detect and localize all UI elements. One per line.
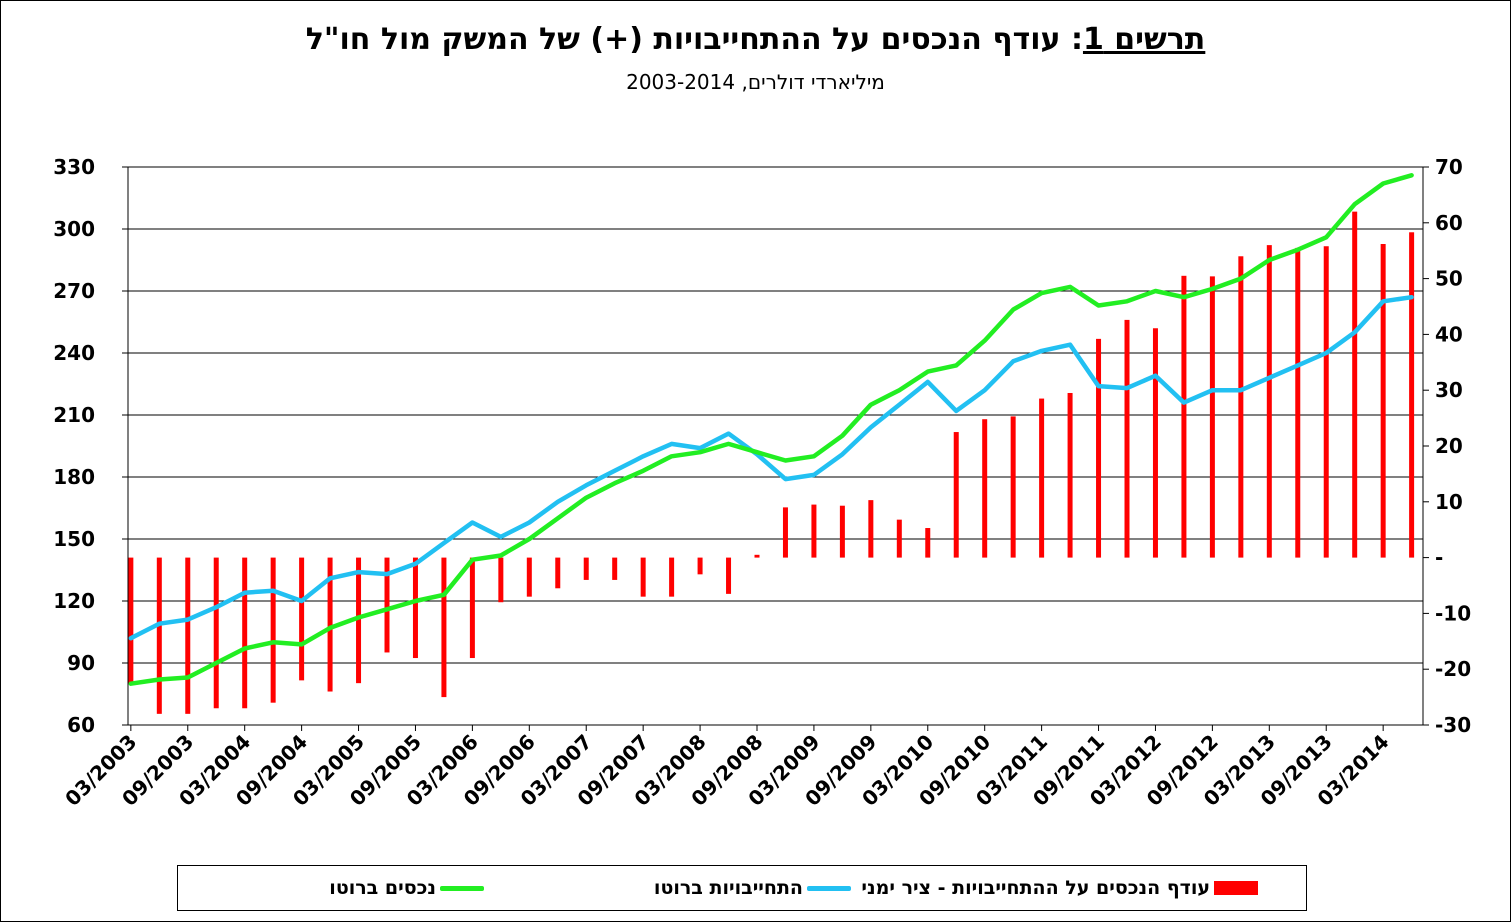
right-axis-tick-label: -10 [1435, 601, 1471, 625]
left-axis-tick-label: 210 [53, 403, 95, 427]
bar [1152, 328, 1158, 558]
grid-layer [128, 166, 1423, 664]
legend-item-liabilities: התחייבויות ברוטו [654, 866, 851, 910]
bar [726, 557, 732, 594]
bar [1238, 256, 1244, 558]
legend-label-liabilities: התחייבויות ברוטו [653, 877, 803, 899]
bar [697, 557, 703, 575]
legend-swatch-bars [1214, 881, 1258, 895]
bar [754, 554, 760, 558]
bar [1039, 398, 1045, 558]
bar [1380, 244, 1386, 558]
bar [555, 557, 561, 589]
bar [441, 557, 447, 698]
plot-border [127, 166, 1424, 726]
right-axis-tick-label: -30 [1435, 713, 1471, 737]
legend-label-bars: עודף הנכסים על ההתחייבויות - ציר ימני [861, 877, 1210, 899]
bar [1295, 247, 1301, 558]
bar [1323, 246, 1329, 558]
bar [896, 519, 902, 558]
bar [1067, 392, 1073, 558]
chart-legend: עודף הנכסים על ההתחייבויות - ציר ימני הת… [177, 865, 1307, 911]
bar [868, 500, 874, 558]
line-layer [128, 173, 1414, 686]
bar [469, 557, 475, 659]
bar [583, 557, 589, 580]
right-axis-tick-label: 70 [1435, 155, 1463, 179]
chart-plot: 330 300 270 240 210 180 150 120 90 60 70 60 50 40 30 20… [53, 155, 1471, 811]
bar [498, 557, 504, 603]
bar [299, 557, 305, 681]
liabilities-line [128, 294, 1414, 641]
bar [669, 557, 675, 597]
bar [1266, 245, 1272, 558]
bar [811, 504, 817, 558]
right-axis-tick-label: 20 [1435, 434, 1463, 458]
bar [953, 432, 959, 558]
bar [356, 557, 362, 684]
bar [1010, 416, 1016, 558]
bar [526, 557, 532, 597]
bar [612, 557, 618, 580]
right-axis-tick-label: 50 [1435, 267, 1463, 291]
legend-item-assets: נכסים ברוטו [329, 866, 484, 910]
left-axis-tick-label: 180 [53, 465, 95, 489]
chart-title: תרשים 1: עודף הנכסים על ההתחייבויות (+) … [0, 22, 1511, 57]
bar [327, 557, 333, 692]
bar [1096, 338, 1102, 558]
bar [1181, 275, 1187, 558]
legend-label-assets: נכסים ברוטו [329, 877, 436, 899]
right-axis-tick-label: 10 [1435, 490, 1463, 514]
right-axis-tick-label: -20 [1435, 657, 1471, 681]
bar [412, 557, 418, 659]
bar [185, 557, 191, 714]
right-axis-tick-label: 60 [1435, 211, 1463, 235]
bar [384, 557, 390, 653]
chart-title-label: תרשים 1 [1082, 22, 1206, 57]
legend-item-bars: עודף הנכסים על ההתחייבויות - ציר ימני [861, 866, 1258, 910]
left-axis-tick-label: 300 [53, 217, 95, 241]
chart-title-text: : עודף הנכסים על ההתחייבויות (+) של המשק… [305, 22, 1083, 57]
left-axis-tick-label: 330 [53, 155, 95, 179]
left-axis-tick-label: 270 [53, 279, 95, 303]
bar [982, 419, 988, 558]
bar [640, 557, 646, 597]
left-axis-tick-label: 90 [67, 651, 95, 675]
left-axis-tick-label: 60 [67, 713, 95, 737]
bar [242, 557, 248, 709]
chart-subtitle: מיליארדי דולרים, 2003-2014 [626, 70, 885, 94]
left-axis-tick-label: 240 [53, 341, 95, 365]
bar [270, 557, 276, 703]
right-axis-tick-label: 30 [1435, 378, 1463, 402]
legend-swatch-assets [440, 885, 484, 891]
bar [782, 507, 788, 558]
left-axis-tick-label: 120 [53, 589, 95, 613]
left-axis-tick-label: 150 [53, 527, 95, 551]
bar [839, 505, 845, 558]
axis-layer: 330 300 270 240 210 180 150 120 90 60 70 60 50 40 30 20… [53, 155, 1471, 811]
right-axis-tick-label: 40 [1435, 322, 1463, 346]
bar [213, 557, 219, 709]
bar [1352, 211, 1358, 558]
bar [128, 557, 134, 684]
bar [156, 557, 162, 714]
bar-layer [128, 211, 1415, 714]
assets-line [128, 173, 1414, 686]
bar [925, 528, 931, 558]
right-axis-tick-label: - [1435, 546, 1443, 570]
bar [1209, 276, 1215, 558]
legend-swatch-liabilities [807, 885, 851, 891]
bar [1409, 232, 1415, 558]
bar [1124, 319, 1130, 558]
